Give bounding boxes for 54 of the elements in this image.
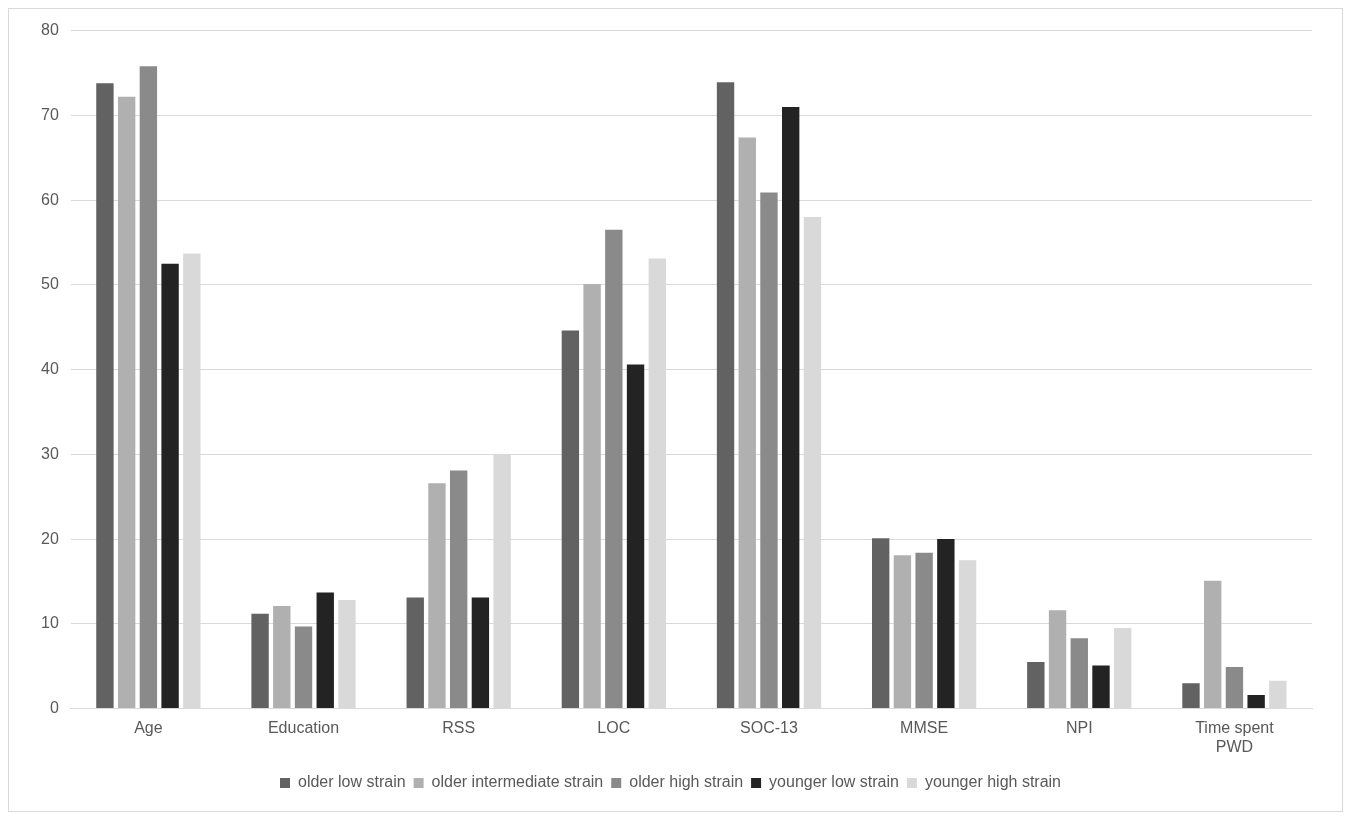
bar (605, 229, 623, 709)
bar (1092, 665, 1110, 709)
bar (1204, 580, 1222, 709)
bar (428, 483, 446, 709)
bar (471, 597, 490, 709)
bar (871, 538, 890, 709)
legend-label: older high strain (629, 773, 744, 791)
y-tick-label: 10 (41, 614, 59, 632)
y-tick-label: 50 (41, 275, 59, 293)
bar (716, 82, 735, 709)
x-tick-label: NPI (1065, 718, 1093, 736)
bar (626, 364, 645, 709)
x-tick-label: Time spent PWD (1195, 718, 1275, 755)
x-tick-label: RSS (442, 718, 476, 736)
bar (449, 470, 468, 709)
bar (161, 263, 179, 709)
y-tick-label: 0 (49, 699, 59, 717)
bar (316, 592, 334, 709)
bar (782, 106, 800, 709)
bar (117, 96, 136, 709)
legend-label: older intermediate strain (431, 773, 604, 791)
bar (915, 552, 933, 709)
y-tick-label: 80 (41, 21, 59, 39)
bar (1182, 683, 1200, 709)
y-tick-label: 20 (41, 529, 59, 547)
bar (893, 555, 912, 709)
bar (583, 284, 601, 709)
y-tick-label: 60 (41, 190, 59, 208)
bar (1225, 667, 1244, 709)
bar (139, 66, 158, 709)
x-tick-label: LOC (597, 718, 631, 736)
bar (760, 192, 778, 709)
bar (273, 606, 291, 709)
x-tick-label: SOC-13 (740, 718, 798, 736)
y-tick-label: 70 (41, 105, 59, 123)
y-tick-label: 40 (41, 360, 59, 378)
bar (1070, 638, 1088, 709)
bar (406, 597, 424, 709)
bar (1027, 661, 1045, 709)
bar (738, 137, 756, 709)
legend-label: older low strain (297, 773, 406, 791)
legend-label: younger high strain (924, 773, 1062, 791)
legend-label: younger low strain (769, 773, 899, 791)
x-tick-label: Education (267, 718, 340, 736)
x-tick-label: Age (134, 718, 163, 736)
bar (1247, 695, 1265, 709)
bar (561, 330, 580, 709)
x-tick-label: MMSE (900, 718, 949, 736)
bar (1048, 610, 1067, 709)
bar (96, 83, 114, 709)
bar (937, 539, 955, 709)
bar (294, 626, 313, 709)
y-tick-label: 30 (41, 444, 59, 462)
bar (251, 613, 269, 709)
